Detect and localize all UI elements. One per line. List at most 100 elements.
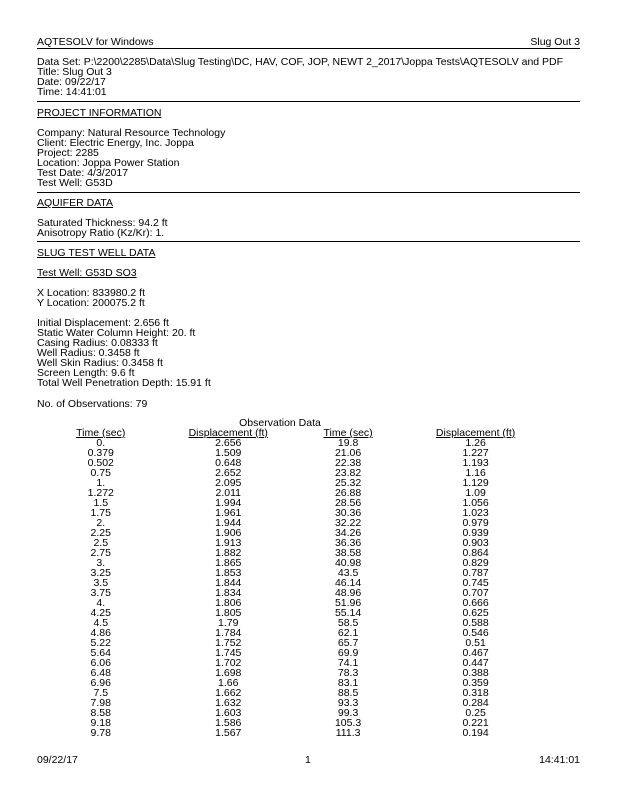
static-water-column: Static Water Column Height: 20. ft [37, 327, 196, 339]
table-row: 4. 1.806 51.96 0.666 [37, 598, 547, 609]
table-row: 3.25 1.853 43.5 0.787 [37, 567, 547, 579]
table-cell: 58.5 [337, 617, 359, 629]
column-header: Displacement (ft) [435, 427, 516, 439]
table-cell: 1.698 [215, 667, 242, 679]
aquifer-heading: AQUIFER DATA [37, 197, 114, 209]
footer-date: 09/22/17 [37, 754, 78, 766]
aquifer-data: Saturated Thickness: 94.2 ft Anisotropy … [37, 217, 168, 239]
y-location: Y Location: 200075.2 ft [37, 297, 145, 309]
saturated-thickness: Saturated Thickness: 94.2 ft [37, 217, 168, 229]
table-cell: 36.36 [334, 537, 362, 549]
project-info: Company: Natural Resource Technology Cli… [37, 127, 226, 189]
table-cell: 0.51 [465, 637, 486, 649]
table-cell: 74.1 [337, 657, 359, 669]
table-cell: 1.906 [215, 527, 242, 539]
table-cell: 99.3 [337, 707, 359, 719]
table-row: 3.5 1.844 46.14 0.745 [37, 577, 547, 589]
table-row: 4.5 1.79 58.5 0.588 [37, 617, 547, 629]
table-cell: 1.944 [215, 517, 242, 529]
test-well: Test Well: G53D [37, 177, 113, 189]
table-row: 2.25 1.906 34.26 0.939 [37, 527, 547, 539]
table-cell: 0.829 [462, 557, 489, 569]
table-cell: 0.194 [462, 727, 489, 739]
table-cell: 105.3 [334, 717, 362, 729]
table-cell: 8.58 [90, 707, 111, 719]
table-cell: 1.961 [215, 507, 242, 519]
table-row: 2. 1.944 32.22 0.979 [37, 517, 547, 529]
table-cell: 32.22 [334, 517, 362, 529]
table-cell: 3.5 [93, 577, 109, 589]
table-cell: 2. [96, 517, 106, 529]
table-cell: 0.864 [462, 547, 489, 559]
table-row: 0.379 1.509 21.06 1.227 [37, 447, 547, 459]
table-cell: 0.707 [462, 587, 489, 599]
table-cell: 2.656 [215, 437, 242, 449]
table-cell: 1.834 [215, 587, 242, 599]
table-cell: 0.502 [87, 457, 114, 469]
table-cell: 1.853 [215, 567, 242, 579]
table-row: 9.18 1.586 105.3 0.221 [37, 717, 547, 729]
table-cell: 1.994 [215, 497, 242, 509]
table-cell: 0.979 [462, 517, 489, 529]
slug-test-well: Test Well: G53D SO3 [37, 267, 137, 279]
table-cell: 9.18 [90, 717, 111, 729]
table-cell: 1.752 [215, 637, 242, 649]
table-cell: 2.75 [90, 547, 111, 559]
table-cell: 0.284 [462, 697, 489, 709]
column-header: Time (sec) [76, 427, 126, 439]
table-cell: 2.095 [215, 477, 242, 489]
table-cell: 1.567 [215, 727, 242, 739]
app-name: AQTESOLV for Windows [37, 36, 154, 48]
table-cell: 1.129 [462, 477, 489, 489]
table-row: 7.98 1.632 93.3 0.284 [37, 697, 547, 709]
company: Company: Natural Resource Technology [37, 127, 226, 139]
table-cell: 0.388 [462, 667, 489, 679]
table-cell: 0.447 [462, 657, 489, 669]
table-cell: 1.882 [215, 547, 242, 559]
table-cell: 0.903 [462, 537, 489, 549]
metadata-block: Data Set: P:\2200\2285\Data\Slug Testing… [37, 56, 564, 98]
table-row: 4.86 1.784 62.1 0.546 [37, 627, 547, 639]
table-cell: 0. [96, 437, 106, 449]
table-cell: 0.648 [215, 457, 242, 469]
table-cell: 3. [96, 557, 106, 569]
table-cell: 83.1 [337, 677, 359, 689]
table-cell: 62.1 [337, 627, 359, 639]
table-cell: 7.5 [93, 687, 109, 699]
table-cell: 1.913 [215, 537, 242, 549]
table-cell: 25.32 [334, 477, 362, 489]
title: Title: Slug Out 3 [37, 66, 112, 78]
table-cell: 1.5 [93, 497, 109, 509]
table-cell: 1.702 [215, 657, 242, 669]
table-row: 0.502 0.648 22.38 1.193 [37, 457, 547, 469]
table-row: 9.78 1.567 111.3 0.194 [37, 727, 547, 739]
table-cell: 55.14 [334, 607, 362, 619]
table-cell: 1.023 [462, 507, 489, 519]
client: Client: Electric Energy, Inc. Joppa [37, 137, 194, 149]
table-cell: 30.36 [334, 507, 362, 519]
table-cell: 43.5 [337, 567, 359, 579]
divider [37, 241, 580, 242]
table-row: 8.58 1.603 99.3 0.25 [37, 707, 547, 719]
footer-time: 14:41:01 [539, 754, 580, 766]
table-cell: 0.625 [462, 607, 489, 619]
table-cell: 1. [96, 477, 106, 489]
table-cell: 5.22 [90, 637, 111, 649]
well-skin-radius: Well Skin Radius: 0.3458 ft [37, 357, 163, 369]
table-row: 1.75 1.961 30.36 1.023 [37, 507, 547, 519]
data-set: Data Set: P:\2200\2285\Data\Slug Testing… [37, 56, 564, 68]
table-cell: 48.96 [334, 587, 362, 599]
table-cell: 4.86 [90, 627, 111, 639]
table-cell: 21.06 [334, 447, 362, 459]
table-row: 0.75 2.652 23.82 1.16 [37, 468, 547, 479]
table-cell: 1.09 [465, 487, 486, 499]
casing-radius: Casing Radius: 0.08333 ft [37, 337, 158, 349]
table-cell: 1.509 [215, 447, 242, 459]
time: Time: 14:41:01 [37, 86, 107, 98]
observation-table-title: Observation Data [239, 417, 321, 429]
table-row: 1.272 2.011 26.88 1.09 [37, 487, 547, 499]
table-cell: 1.632 [215, 697, 242, 709]
table-row: 2.5 1.913 36.36 0.903 [37, 537, 547, 549]
column-header: Displacement (ft) [188, 427, 268, 439]
table-cell: 22.38 [334, 457, 362, 469]
